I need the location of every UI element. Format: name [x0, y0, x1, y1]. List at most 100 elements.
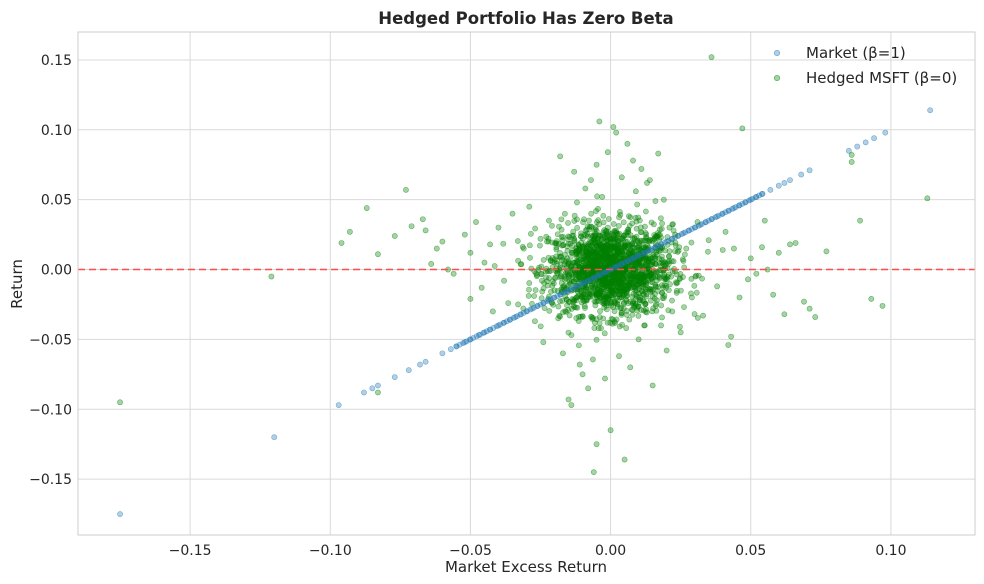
market-point — [579, 280, 586, 287]
hedged-cloud-point — [618, 269, 625, 276]
hedged-cloud-point — [643, 282, 649, 289]
market-point — [806, 167, 813, 174]
hedged-cloud-point — [600, 212, 607, 219]
hedged-cloud-point — [553, 253, 560, 260]
y-tick-label: −0.15 — [29, 472, 72, 488]
hedged-cloud-point — [637, 271, 644, 278]
hedged-cloud-point — [557, 298, 563, 305]
market-point — [335, 402, 342, 408]
market-point — [775, 182, 782, 189]
hedged-cloud-point — [595, 217, 602, 224]
hedged-cloud-point — [573, 315, 580, 321]
market-point — [753, 193, 760, 200]
hedged-cloud-point — [601, 249, 608, 256]
hedged-point — [616, 353, 622, 360]
hedged-cloud-point — [565, 274, 572, 280]
x-tick-label: 0.10 — [875, 543, 906, 559]
hedged-cloud-point — [658, 225, 665, 232]
hedged-point — [363, 205, 370, 211]
hedged-point — [604, 149, 611, 156]
market-point — [669, 235, 676, 242]
market-point — [736, 202, 743, 209]
hedged-cloud-point — [659, 220, 665, 227]
x-tick-label: 0.05 — [735, 543, 766, 559]
hedged-cloud-point — [539, 288, 546, 295]
hedged-cloud-point — [654, 297, 660, 304]
hedged-cloud-point — [579, 313, 586, 319]
hedged-point — [719, 247, 726, 253]
hedged-cloud-point — [608, 299, 615, 306]
hedged-cloud-point — [631, 235, 638, 241]
hedged-point — [568, 402, 575, 408]
hedged-cloud-point — [540, 257, 547, 263]
legend: Market (β=1) Hedged MSFT (β=0) — [773, 44, 957, 87]
hedged-point — [879, 302, 886, 309]
hedged-point — [787, 241, 793, 248]
hedged-point — [596, 118, 603, 125]
hedged-cloud-point — [514, 238, 521, 244]
hedged-cloud-point — [543, 233, 550, 240]
hedged-cloud-point — [633, 291, 640, 298]
market-point — [361, 389, 367, 396]
hedged-cloud-point — [594, 193, 601, 200]
hedged-point — [630, 157, 636, 164]
hedged-point — [526, 203, 533, 210]
market-point — [882, 129, 889, 136]
hedged-point — [848, 159, 855, 165]
market-point — [422, 358, 429, 365]
hedged-cloud-point — [558, 226, 565, 233]
hedged-cloud-point — [669, 221, 676, 228]
hedged-cloud-point — [631, 241, 638, 247]
market-point — [641, 249, 648, 256]
hedged-cloud-point — [533, 270, 539, 277]
hedged-cloud-point — [601, 330, 608, 337]
hedged-cloud-point — [615, 222, 622, 229]
market-point — [405, 367, 412, 374]
hedged-cloud-point — [672, 242, 679, 249]
hedged-cloud-point — [681, 251, 688, 258]
hedged-cloud-point — [620, 219, 627, 226]
hedged-point — [489, 308, 496, 315]
market-line-point — [456, 341, 463, 348]
hedged-cloud-point — [639, 297, 646, 304]
market-point — [691, 224, 698, 231]
hedged-cloud-point — [588, 210, 595, 217]
hedged-cloud-point — [559, 237, 566, 244]
hedged-cloud-point — [572, 259, 578, 266]
hedged-cloud-point — [526, 280, 533, 286]
hedged-cloud-point — [563, 296, 570, 303]
hedged-cloud-point — [610, 221, 617, 227]
hedged-cloud-point — [635, 313, 642, 319]
hedged-cloud-point — [592, 226, 599, 233]
market-point — [439, 350, 446, 357]
hedged-cloud-point — [607, 236, 614, 243]
hedged-cloud-point — [600, 243, 606, 250]
market-point — [646, 247, 653, 253]
hedged-cloud-point — [603, 306, 610, 313]
hedged-cloud-point — [569, 259, 576, 266]
market-point — [845, 147, 852, 154]
market-point — [534, 302, 541, 309]
hedged-cloud-point — [570, 228, 577, 235]
hedged-cloud-point — [627, 214, 634, 221]
hedged-cloud-point — [600, 219, 607, 226]
hedged-cloud-point — [546, 307, 553, 314]
hedged-point — [781, 311, 788, 318]
hedged-cloud-point — [645, 258, 652, 265]
market-point — [871, 135, 877, 142]
hedged-cloud-point — [600, 315, 607, 322]
hedged-point — [663, 347, 670, 354]
market-point — [624, 258, 631, 265]
hedged-point — [450, 270, 457, 277]
hedged-point — [759, 244, 765, 251]
hedged-cloud-point — [649, 293, 656, 300]
hedged-cloud-point — [614, 247, 621, 254]
market-point — [417, 361, 423, 368]
market-line-point — [537, 301, 544, 308]
hedged-cloud-point — [662, 274, 669, 281]
hedged-cloud-point — [528, 265, 535, 272]
hedged-point — [590, 469, 597, 476]
hedged-cloud-point — [572, 304, 579, 311]
hedged-point — [439, 238, 446, 245]
hedged-point — [532, 318, 538, 325]
